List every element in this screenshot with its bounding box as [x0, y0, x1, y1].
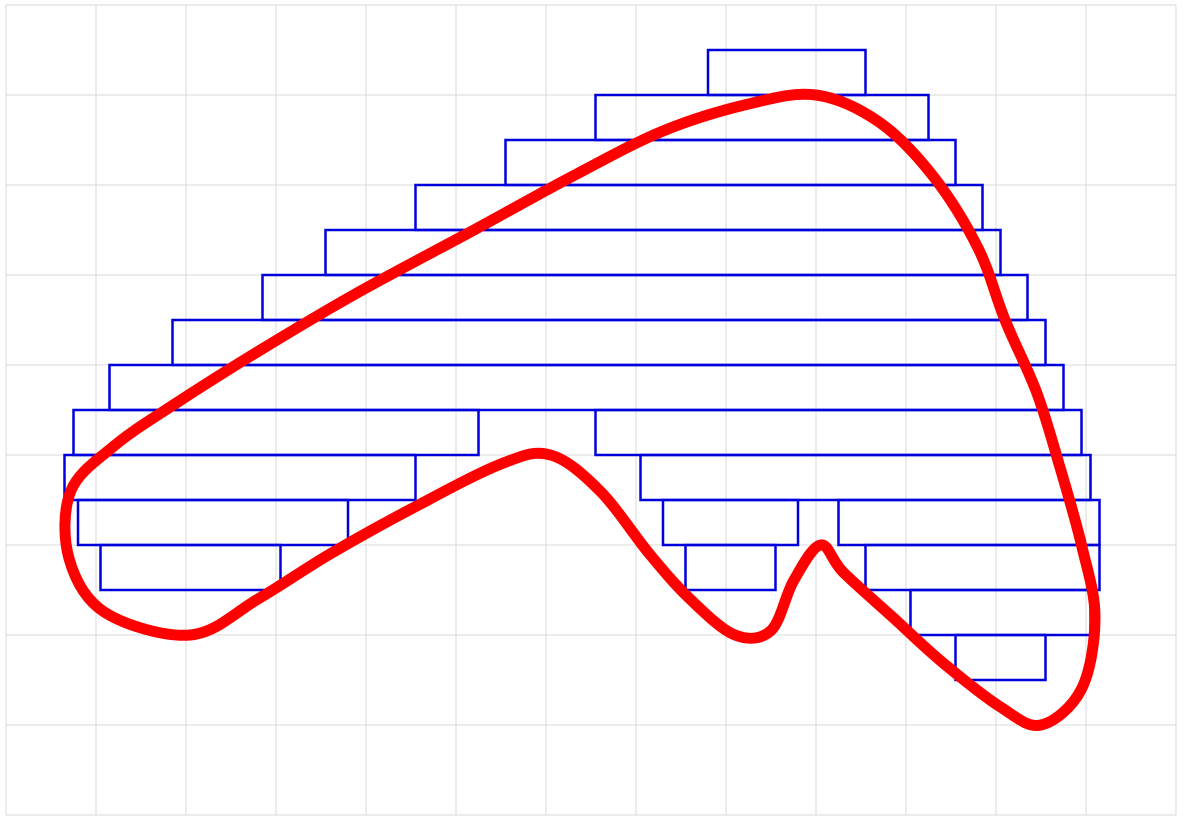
strip-boxes [63, 48, 1101, 682]
closed-red-curve [59, 88, 1101, 731]
strip-box [954, 633, 1047, 682]
strip-box [684, 543, 777, 592]
strip-box [99, 543, 282, 592]
strip-box [108, 363, 1065, 412]
